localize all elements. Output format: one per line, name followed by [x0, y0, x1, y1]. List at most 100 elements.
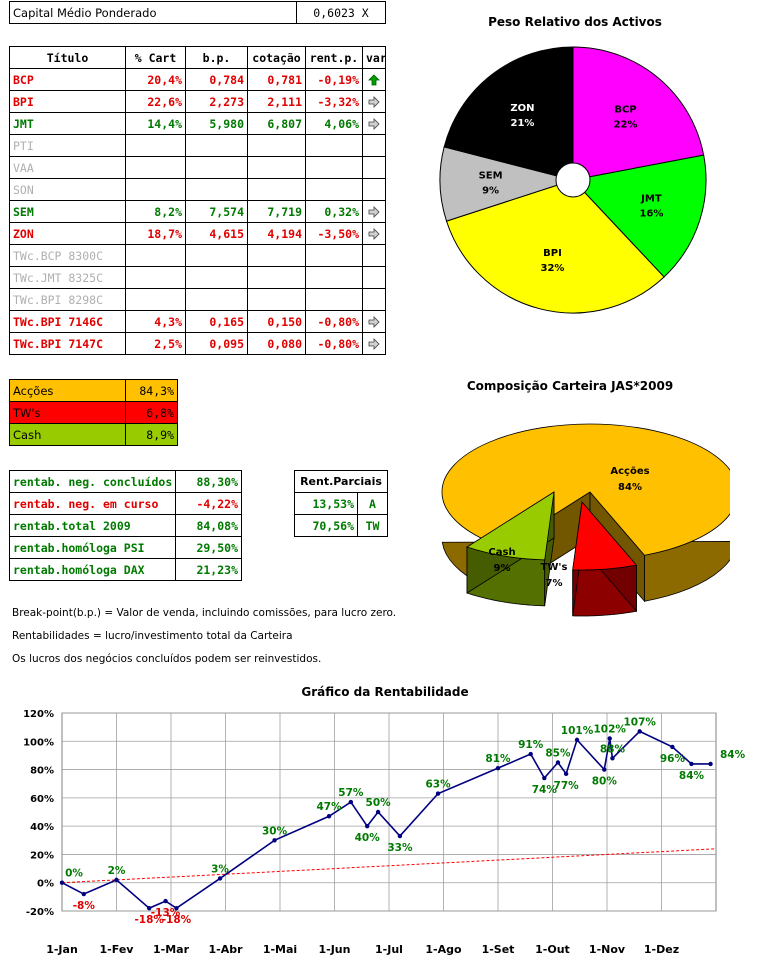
table-row: VAA	[9, 156, 386, 179]
returns-row: rentab.homóloga PSI 29,50%	[9, 536, 242, 559]
asset-pct	[125, 244, 186, 267]
partial-value: 13,53%	[294, 492, 358, 515]
partial-tag: TW	[356, 514, 389, 537]
x-tick-label: 1-Out	[535, 943, 570, 956]
y-tick-label: 60%	[30, 794, 54, 805]
asset-bp	[185, 178, 248, 201]
data-point	[528, 751, 533, 757]
x-tick-label: 1-Fev	[100, 943, 135, 956]
asset-return: 0,32%	[305, 200, 363, 223]
asset-bp	[185, 134, 248, 157]
asset-price: 2,111	[247, 90, 306, 113]
asset-bp: 5,980	[185, 112, 248, 135]
data-point	[174, 905, 179, 911]
var-cell	[362, 134, 386, 157]
data-label: 101%	[561, 725, 594, 737]
data-label: 84%	[679, 770, 705, 782]
slice-label: JMT	[640, 193, 662, 204]
arrow-right-icon	[368, 118, 380, 130]
var-cell	[362, 266, 386, 289]
data-point	[348, 799, 354, 805]
slice-label: BCP	[614, 104, 636, 115]
x-tick-label: 1-Set	[482, 943, 515, 956]
arrow-right-icon	[368, 96, 380, 108]
data-point	[163, 898, 168, 904]
data-point	[397, 833, 403, 839]
returns-label: rentab. neg. concluídos	[9, 470, 176, 493]
data-point	[81, 891, 87, 897]
slice-label: Acções	[610, 466, 649, 477]
slice-value: 32%	[541, 263, 565, 274]
data-label: -8%	[73, 900, 96, 912]
y-tick-label: 80%	[30, 766, 54, 777]
data-label: 81%	[485, 753, 511, 765]
returns-table: rentab. neg. concluídos 88,30% rentab. neg…	[9, 470, 242, 581]
table-row: BPI 22,6% 2,273 2,111 -3,32%	[9, 90, 386, 113]
data-label: 96%	[660, 753, 686, 765]
asset-name: PTI	[9, 134, 126, 157]
y-tick-label: 0%	[37, 879, 54, 890]
table-row: SON	[9, 178, 386, 201]
asset-name: VAA	[9, 156, 126, 179]
table-row: PTI	[9, 134, 386, 157]
returns-row: rentab. neg. concluídos 88,30%	[9, 470, 242, 493]
data-label: 84%	[720, 749, 746, 761]
returns-row: rentab.total 2009 84,08%	[9, 514, 242, 537]
data-point	[435, 791, 441, 796]
arrow-right-icon	[368, 206, 380, 218]
returns-row: rentab. neg. em curso -4,22%	[9, 492, 242, 515]
asset-return	[305, 288, 363, 311]
asset-name: TWc.BCP 8300C	[9, 244, 126, 267]
x-tick-label: 1-Abr	[208, 943, 243, 956]
pie-slice	[572, 46, 705, 181]
asset-name: TWc.JMT 8325C	[9, 266, 126, 289]
data-label: 80%	[592, 776, 618, 788]
table-row: SEM 8,2% 7,574 7,719 0,32%	[9, 200, 386, 223]
pie3d-slice	[572, 500, 638, 617]
asset-return: -0,80%	[305, 332, 363, 355]
slice-value: 21%	[510, 118, 534, 129]
col-header: rent.p.	[305, 46, 363, 69]
allocation-row: Acções 84,3%	[9, 379, 178, 402]
allocation-value: 6,8%	[125, 401, 178, 424]
pie1-title: Peso Relativo dos Activos	[488, 15, 662, 29]
asset-price	[247, 288, 306, 311]
partial-row: 70,56% TW	[294, 514, 389, 537]
asset-return: -3,32%	[305, 90, 363, 113]
data-point	[607, 736, 612, 741]
data-point	[670, 744, 675, 750]
pie-slice	[445, 179, 665, 314]
data-point	[689, 761, 694, 767]
header-label: Capital Médio Ponderado	[9, 1, 297, 24]
pie-chart-composition: Acções 84% TW's 7% Cash 9%	[441, 423, 730, 617]
returns-row: rentab.homóloga DAX 21,23%	[9, 558, 242, 581]
asset-bp: 2,273	[185, 90, 248, 113]
y-tick-label: -20%	[26, 907, 54, 918]
asset-name: BCP	[9, 68, 126, 91]
data-label: 30%	[262, 825, 288, 837]
asset-price: 0,080	[247, 332, 306, 355]
data-label: 57%	[338, 787, 364, 799]
asset-return: -3,50%	[305, 222, 363, 245]
returns-value: -4,22%	[175, 492, 242, 515]
x-tick-label: 1-Jan	[46, 943, 78, 956]
x-tick-label: 1-Nov	[589, 943, 626, 956]
y-tick-label: 40%	[30, 822, 54, 833]
data-point	[574, 737, 580, 743]
line-title: Gráfico da Rentabilidade	[301, 685, 469, 699]
asset-pct: 4,3%	[125, 310, 186, 333]
partial-value: 70,56%	[294, 514, 358, 537]
allocation-label: Cash	[9, 423, 126, 446]
header-value: 0,6023 X	[296, 1, 386, 24]
var-cell	[362, 310, 386, 333]
asset-pct	[125, 134, 186, 157]
asset-return	[305, 134, 363, 157]
data-point	[326, 814, 332, 819]
returns-value: 84,08%	[175, 514, 242, 537]
data-point	[610, 756, 615, 761]
data-label: 3%	[211, 863, 229, 875]
slice-label: BPI	[543, 248, 562, 259]
data-label: 102%	[593, 723, 626, 735]
asset-bp: 0,095	[185, 332, 248, 355]
var-cell	[362, 200, 386, 223]
